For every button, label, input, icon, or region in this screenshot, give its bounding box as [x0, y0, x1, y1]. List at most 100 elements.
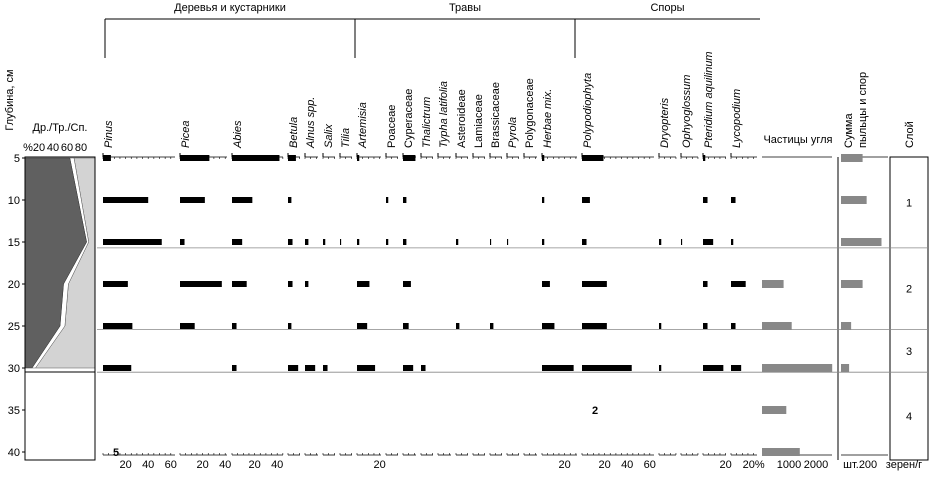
taxon-tick-label: 20	[196, 459, 208, 471]
taxon-name: Dryopteris	[659, 97, 671, 148]
taxon-bar	[582, 365, 632, 371]
taxon-bar	[103, 323, 133, 329]
taxon-bar	[180, 239, 185, 245]
taxon-name: Thalictrum	[421, 97, 433, 148]
taxon-bar	[288, 281, 293, 287]
taxon-name: Polygonaceae	[524, 78, 536, 148]
taxon-tick-label: 40	[142, 459, 154, 471]
depth-tick-label: 20	[8, 279, 20, 291]
taxon-bar	[582, 323, 607, 329]
depth-tick-label: 10	[8, 195, 20, 207]
taxon-bar	[305, 239, 309, 245]
charcoal-bar	[762, 448, 800, 456]
taxon-bar	[103, 197, 149, 203]
taxon-bar	[357, 323, 368, 329]
taxon-bar	[703, 239, 714, 245]
taxon-tick-label: 20	[719, 459, 731, 471]
taxon-name: Herbae mix.	[542, 89, 554, 148]
taxon-bar	[542, 197, 545, 203]
ratio-frame	[24, 156, 96, 461]
ratio-tick-label: 40	[47, 142, 59, 154]
taxon-tick-label: 20	[558, 459, 570, 471]
taxon-name: Polypodiophyta	[582, 73, 594, 148]
sum-bar	[841, 322, 852, 330]
taxon-tick-label: 20%	[743, 459, 765, 471]
sum-label-line: Сумма	[843, 113, 855, 148]
taxon-bar	[703, 281, 708, 287]
sum-bar	[841, 364, 850, 372]
layer-name: 3	[906, 346, 912, 358]
taxon-bar	[357, 155, 360, 161]
taxon-bar	[490, 239, 492, 245]
layer-name: 4	[906, 411, 912, 423]
taxon-name: Ophyoglossum	[681, 75, 693, 148]
taxon-name: Salix	[323, 124, 335, 148]
taxon-bar	[180, 197, 205, 203]
taxon-name: Cyperaceae	[403, 89, 415, 148]
ratio-tick-label: 60	[61, 142, 73, 154]
taxon-bar	[323, 239, 326, 245]
taxon-bar	[340, 239, 342, 245]
taxon-bar	[582, 197, 590, 203]
taxon-bar	[305, 365, 316, 371]
taxon-bar	[703, 323, 708, 329]
taxon-bar	[731, 323, 736, 329]
taxon-bar	[421, 365, 426, 371]
group-label: Травы	[449, 2, 481, 14]
taxon-bar	[288, 155, 296, 161]
taxon-name: Brassicaceae	[490, 82, 502, 148]
charcoal-tick-label: 1000	[777, 459, 801, 471]
taxon-bar	[403, 155, 416, 161]
taxon-bar	[659, 323, 662, 329]
charcoal-unit: шт.	[843, 459, 859, 471]
taxon-bar	[403, 281, 411, 287]
taxon-name: Pinus	[103, 120, 115, 148]
depth-tick-label: 30	[8, 363, 20, 375]
taxon-bar	[357, 239, 360, 245]
depth-tick-label: 25	[8, 321, 20, 333]
taxon-bar	[403, 323, 409, 329]
taxon-bar	[542, 365, 574, 371]
taxon-bar	[386, 197, 389, 203]
ratio-tick-label: 80	[75, 142, 87, 154]
taxon-bar	[357, 365, 376, 371]
charcoal-bar	[762, 364, 833, 372]
taxon-name: Tilia	[340, 128, 352, 148]
ratio-label: Др./Тр./Сп.	[33, 122, 88, 134]
taxon-bar	[542, 323, 555, 329]
taxon-bar	[582, 281, 607, 287]
taxon-bar	[103, 239, 162, 245]
taxon-bar	[232, 365, 237, 371]
taxon-bar	[386, 239, 389, 245]
taxon-bar	[288, 239, 293, 245]
sum-unit: зерен/г	[886, 459, 922, 471]
taxon-name: Typha latifolia	[438, 81, 450, 148]
taxon-bar	[681, 239, 683, 245]
taxon-bar	[180, 323, 195, 329]
taxon-bar	[456, 239, 459, 245]
charcoal-bar	[762, 322, 792, 330]
taxon-bar	[288, 197, 292, 203]
charcoal-label: Частицы угля	[763, 134, 832, 146]
depth-tick-label: 35	[8, 405, 20, 417]
ratio-tick-label: 20	[33, 142, 45, 154]
taxon-bar	[403, 365, 414, 371]
depth-tick-label: 15	[8, 237, 20, 249]
taxon-tick-label: 20	[373, 459, 385, 471]
taxon-name: Picea	[180, 120, 192, 148]
sum-bar	[841, 154, 863, 162]
taxon-bar	[180, 281, 222, 287]
taxon-tick-label: 40	[271, 459, 283, 471]
depth-tick-label: 40	[8, 447, 20, 459]
taxon-bar	[731, 281, 746, 287]
taxon-tick-label: 40	[621, 459, 633, 471]
taxon-bar	[703, 197, 708, 203]
taxon-name: Betula	[288, 117, 300, 148]
sum-tick-label: 200	[859, 459, 877, 471]
taxon-bar	[103, 281, 128, 287]
taxon-bar	[323, 365, 328, 371]
depth-tick-label: 5	[14, 153, 20, 165]
taxon-bar	[305, 281, 309, 287]
trees-area	[24, 157, 87, 369]
